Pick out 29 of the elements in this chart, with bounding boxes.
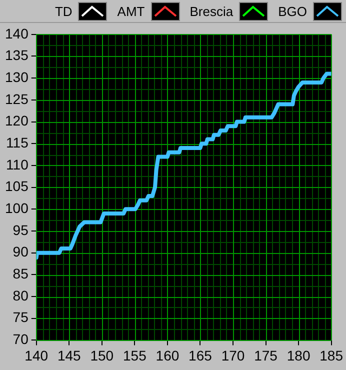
y-tick-label: 110: [6, 156, 29, 172]
legend-label: AMT: [117, 4, 145, 18]
y-tick-label: 80: [12, 287, 29, 304]
y-tick-label: 95: [12, 222, 29, 238]
y-tick-label: 85: [12, 266, 29, 282]
x-tick-label: 155: [123, 347, 147, 364]
y-tick-label: 115: [6, 134, 29, 150]
x-tick-label: 140: [24, 347, 48, 364]
x-tick-label: 145: [57, 347, 82, 364]
y-tick-label: 105: [5, 178, 29, 194]
x-tick-label: 150: [90, 347, 114, 364]
x-tick-label: 180: [286, 347, 310, 364]
legend-label: Brescia: [190, 4, 234, 18]
x-tick-label: 170: [221, 347, 245, 364]
y-tick-label: 120: [5, 112, 29, 129]
y-tick-label: 125: [5, 90, 29, 107]
y-tick-label: 100: [5, 200, 29, 216]
legend-label: TD: [54, 4, 72, 18]
x-tick-label: 185: [320, 347, 344, 364]
legend-label: BGO: [278, 4, 307, 18]
y-tick-label: 135: [5, 47, 29, 64]
y-tick-label: 130: [5, 68, 29, 85]
x-tick-label: 165: [188, 347, 212, 364]
y-tick-label: 90: [12, 244, 29, 260]
y-tick-label: 140: [5, 25, 29, 42]
y-tick-label: 70: [12, 331, 29, 348]
y-tick-label: 75: [12, 309, 29, 326]
x-tick-label: 175: [254, 347, 278, 364]
x-tick-label: 160: [156, 347, 180, 364]
